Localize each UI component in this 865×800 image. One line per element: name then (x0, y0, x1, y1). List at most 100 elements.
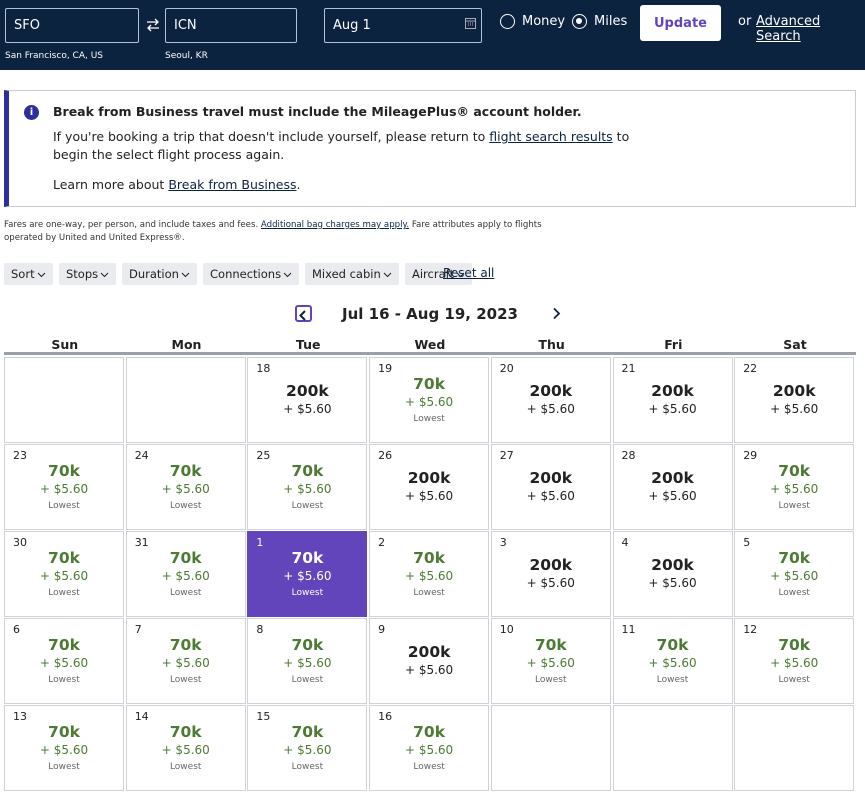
day-cell[interactable]: 28 200k + $5.60 (612, 444, 733, 530)
day-number: 6 (13, 623, 20, 636)
day-cell[interactable]: 3 200k + $5.60 (490, 531, 611, 617)
price: 70k (169, 723, 202, 741)
fee: + $5.60 (770, 402, 819, 416)
prev-button[interactable] (295, 305, 312, 322)
fee: + $5.60 (770, 656, 819, 670)
weekday-label: Thu (538, 337, 565, 352)
price: 200k (407, 643, 451, 661)
update-button[interactable]: Update (640, 5, 721, 41)
fee: + $5.60 (283, 482, 332, 496)
day-number: 9 (378, 623, 386, 636)
day-cell[interactable]: 10 70k + $5.60 Lowest (490, 618, 611, 704)
day-cell (734, 705, 855, 791)
flight-search-link[interactable]: flight search results (489, 129, 613, 144)
radio-label[interactable]: Money (522, 14, 566, 29)
price: 70k (291, 462, 324, 480)
next-button[interactable] (550, 307, 563, 320)
price: 200k (529, 382, 573, 400)
day-cell[interactable]: 6 70k + $5.60 Lowest (4, 618, 124, 704)
day-cell[interactable]: 18 200k + $5.60 (247, 357, 368, 443)
swap-icon[interactable] (145, 17, 161, 33)
day-cell[interactable]: 22 200k + $5.60 (734, 357, 855, 443)
reset-all-link[interactable]: Reset all (443, 266, 495, 280)
day-cell[interactable]: 7 70k + $5.60 Lowest (125, 618, 246, 704)
day-cell[interactable]: 2 70k + $5.60 Lowest (369, 531, 490, 617)
text: to begin the select flight process again… (53, 129, 630, 162)
chevron (100, 272, 109, 277)
or-text: or (738, 14, 752, 29)
price-note: Lowest (778, 501, 810, 511)
day-cell[interactable]: 15 70k + $5.60 Lowest (247, 705, 368, 791)
origin-input[interactable]: SFO (5, 8, 139, 43)
filter-button[interactable]: Mixed cabin (305, 263, 399, 285)
day-cell[interactable]: 31 70k + $5.60 Lowest (125, 531, 246, 617)
day-cell[interactable]: 23 70k + $5.60 Lowest (4, 444, 124, 530)
radio-button[interactable] (500, 14, 515, 29)
day-number: 29 (743, 449, 758, 462)
bag-charges-link[interactable]: Additional bag charges may apply. (260, 220, 410, 230)
price-note: Lowest (535, 675, 567, 685)
day-cell[interactable]: 24 70k + $5.60 Lowest (125, 444, 246, 530)
filter-button[interactable]: Connections (203, 263, 300, 285)
calendar-icon (465, 18, 476, 29)
destination-input[interactable]: ICN (165, 8, 297, 43)
day-number: 31 (134, 536, 149, 549)
price-note: Lowest (778, 675, 810, 685)
fee: + $5.60 (283, 569, 332, 583)
price-note: Lowest (291, 501, 324, 511)
day-cell[interactable]: 29 70k + $5.60 Lowest (734, 444, 855, 530)
day-cell[interactable]: 27 200k + $5.60 (490, 444, 611, 530)
origin-city: San Francisco, CA, US (5, 51, 104, 61)
day-cell[interactable]: 16 70k + $5.60 Lowest (369, 705, 490, 791)
day-number: 22 (743, 362, 758, 375)
day-cell[interactable]: 5 70k + $5.60 Lowest (734, 531, 855, 617)
price: 70k (778, 462, 811, 480)
day-number: 10 (499, 623, 514, 636)
price: 70k (291, 723, 324, 741)
advanced-search-link[interactable]: Advanced Search (756, 14, 821, 44)
price: 70k (656, 636, 689, 654)
destination-city: Seoul, KR (165, 51, 208, 61)
day-cell[interactable]: 13 70k + $5.60 Lowest (4, 705, 124, 791)
text: . (296, 177, 301, 192)
day-cell[interactable]: 4 200k + $5.60 (612, 531, 733, 617)
fee: + $5.60 (404, 743, 454, 757)
fee: + $5.60 (526, 656, 575, 670)
filter-button[interactable]: Duration (122, 263, 197, 285)
radio-label[interactable]: Miles (594, 14, 628, 29)
day-cell[interactable]: 26 200k + $5.60 (369, 444, 490, 530)
day-cell (490, 705, 611, 791)
price: 70k (778, 549, 811, 567)
day-cell[interactable]: 21 200k + $5.60 (612, 357, 733, 443)
fee: + $5.60 (648, 489, 697, 503)
day-cell[interactable]: 11 70k + $5.60 Lowest (612, 618, 733, 704)
day-number: 11 (621, 623, 636, 636)
day-cell[interactable]: 12 70k + $5.60 Lowest (734, 618, 855, 704)
day-cell (125, 357, 246, 443)
break-from-business-link[interactable]: Break from Business (168, 177, 297, 192)
filter-button[interactable]: Sort (4, 263, 53, 285)
day-number: 5 (743, 536, 751, 549)
filter-button[interactable]: Aircraft (405, 263, 472, 285)
chevron (456, 272, 465, 277)
filter-button[interactable]: Stops (59, 263, 117, 285)
fee: + $5.60 (526, 489, 575, 503)
radio-button[interactable] (572, 14, 587, 29)
day-cell[interactable]: 14 70k + $5.60 Lowest (125, 705, 246, 791)
day-number: 15 (256, 710, 271, 723)
day-cell[interactable]: 25 70k + $5.60 Lowest (247, 444, 368, 530)
day-cell[interactable]: 9 200k + $5.60 (369, 618, 490, 704)
day-number: 25 (256, 449, 271, 462)
price: 200k (529, 469, 573, 487)
day-cell[interactable]: 1 70k + $5.60 Lowest (247, 531, 368, 617)
price: 70k (48, 549, 80, 567)
date-input[interactable]: Aug 1 (324, 8, 482, 43)
price-note: Lowest (48, 588, 80, 598)
day-number: 8 (256, 623, 264, 636)
day-cell[interactable]: 20 200k + $5.60 (490, 357, 611, 443)
day-cell[interactable]: 8 70k + $5.60 Lowest (247, 618, 368, 704)
day-cell[interactable]: 30 70k + $5.60 Lowest (4, 531, 124, 617)
day-cell[interactable]: 19 70k + $5.60 Lowest (369, 357, 490, 443)
fee: + $5.60 (648, 656, 697, 670)
